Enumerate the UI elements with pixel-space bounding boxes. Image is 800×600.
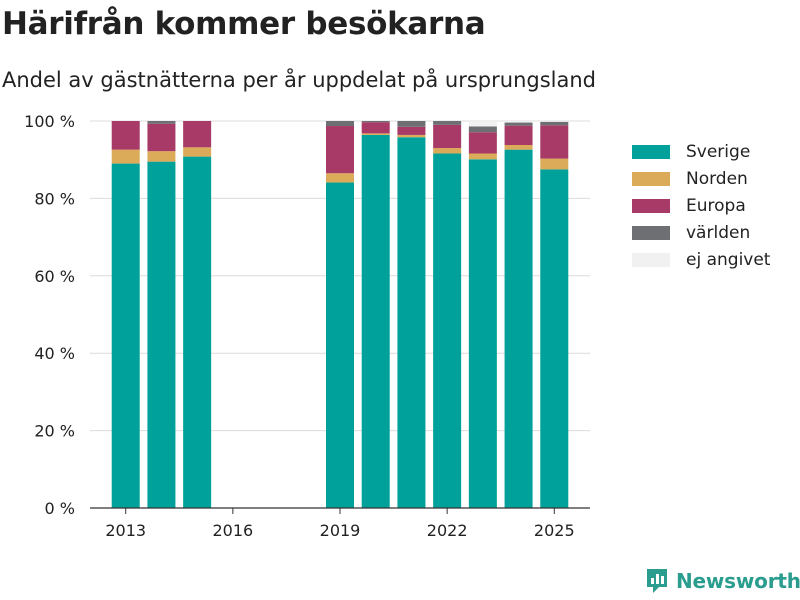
y-tick-label-100: 100 % [24, 112, 75, 131]
legend-item-sverige[interactable]: Sverige [632, 138, 770, 165]
bar-2024-sverige [504, 149, 533, 508]
bar-2019-sverige [326, 182, 354, 508]
bar-2014-europa [147, 123, 176, 152]
bar-2025-ej-angivet [540, 121, 569, 122]
bar-2020-sverige [361, 134, 390, 508]
legend-label-sverige: Sverige [686, 141, 751, 162]
x-tick-label-2013: 2013 [105, 521, 146, 540]
legend-swatch-europa [632, 198, 670, 213]
legend-label-norden: Norden [686, 168, 748, 189]
legend-swatch-ej-angivet [632, 252, 670, 267]
bar-2021-norden [397, 134, 426, 138]
bar-2021-sverige [397, 137, 426, 508]
bar-2024-varlden [504, 122, 533, 126]
bar-2014-sverige [147, 161, 176, 508]
bar-2019-europa [326, 126, 354, 174]
bar-2020-varlden [361, 121, 390, 123]
bar-2022-sverige [433, 153, 462, 508]
legend-label-ej-angivet: ej angivet [686, 249, 771, 270]
bar-2023-norden [468, 153, 497, 160]
legend-swatch-sverige [632, 144, 670, 159]
y-tick-label-60: 60 % [34, 267, 75, 286]
bar-2025-norden [540, 158, 569, 170]
legend-item-ej-angivet[interactable]: ej angivet [632, 246, 770, 273]
y-tick-label-20: 20 % [34, 422, 75, 441]
bar-2020-norden [361, 133, 390, 135]
bar-2024-europa [504, 125, 533, 145]
bar-2019-varlden [326, 121, 354, 127]
legend-label-varlden: världen [686, 222, 751, 243]
bar-2024-ej-angivet [504, 121, 533, 123]
legend-swatch-norden [632, 171, 670, 186]
bar-2025-sverige [540, 169, 569, 508]
bar-2014-varlden [147, 121, 176, 124]
brand-name: Newsworthy [676, 569, 800, 593]
bar-2015-europa [183, 121, 212, 148]
chart-subtitle: Andel av gästnätterna per år uppdelat på… [2, 68, 596, 92]
x-tick-label-2019: 2019 [320, 521, 361, 540]
bar-2023-varlden [468, 126, 497, 133]
bar-2022-norden [433, 148, 462, 154]
x-tick-label-2022: 2022 [427, 521, 468, 540]
bar-2013-norden [111, 149, 140, 164]
bar-2025-europa [540, 125, 569, 159]
bar-2015-sverige [183, 156, 212, 508]
chart-title: Härifrån kommer besökarna [2, 6, 486, 42]
bar-2022-varlden [433, 121, 462, 125]
bar-2023-sverige [468, 159, 497, 509]
bar-2014-norden [147, 151, 176, 162]
bar-2024-norden [504, 144, 533, 150]
brand: Newsworthy [646, 568, 800, 594]
y-tick-label-80: 80 % [34, 189, 75, 208]
y-tick-label-40: 40 % [34, 344, 75, 363]
bar-2020-europa [361, 122, 390, 134]
newsworthy-logo-icon [647, 569, 667, 593]
bar-2022-europa [433, 124, 462, 149]
bar-2025-varlden [540, 121, 569, 126]
bar-2019-norden [326, 173, 354, 183]
bar-2023-europa [468, 132, 497, 154]
legend-item-europa[interactable]: Europa [632, 192, 770, 219]
legend-label-europa: Europa [686, 195, 746, 216]
legend-swatch-varlden [632, 225, 670, 240]
y-tick-label-0: 0 % [45, 499, 75, 518]
bar-2023-ej-angivet [468, 121, 497, 127]
legend: Sverige Norden Europa världen ej angivet [632, 138, 770, 273]
legend-item-norden[interactable]: Norden [632, 165, 770, 192]
bar-2021-varlden [397, 121, 426, 127]
bar-2021-europa [397, 126, 426, 135]
bar-2013-sverige [111, 163, 140, 508]
bar-2013-europa [111, 121, 140, 150]
legend-item-varlden[interactable]: världen [632, 219, 770, 246]
bar-2015-norden [183, 147, 212, 157]
x-tick-label-2016: 2016 [212, 521, 253, 540]
x-tick-label-2025: 2025 [534, 521, 575, 540]
